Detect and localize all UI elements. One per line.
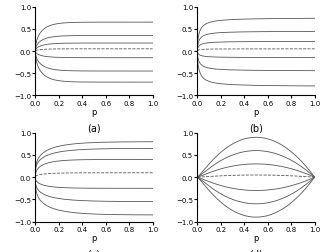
X-axis label: p: p xyxy=(253,233,259,242)
Text: (c): (c) xyxy=(88,248,100,252)
X-axis label: p: p xyxy=(91,233,97,242)
Text: (b): (b) xyxy=(249,123,263,133)
Text: (a): (a) xyxy=(87,123,101,133)
Text: (d): (d) xyxy=(249,248,263,252)
X-axis label: p: p xyxy=(253,108,259,116)
X-axis label: p: p xyxy=(91,108,97,116)
